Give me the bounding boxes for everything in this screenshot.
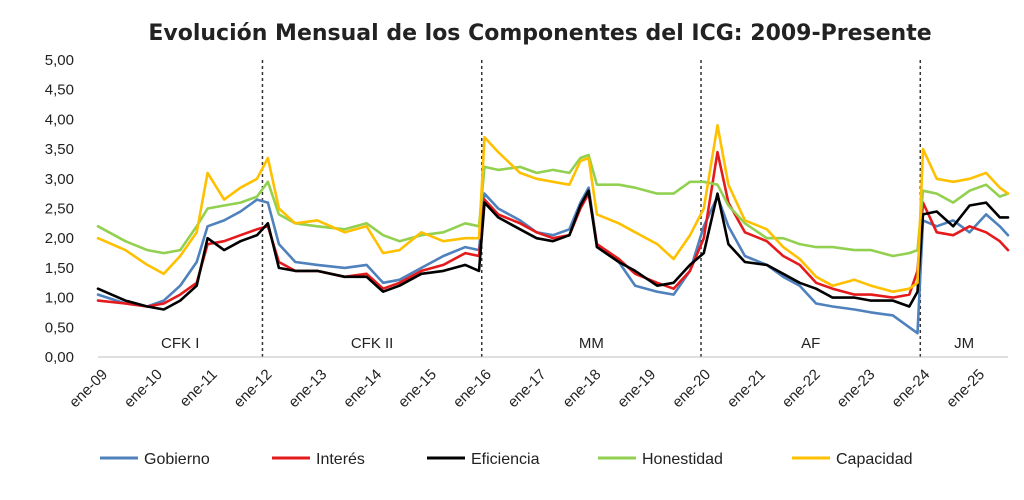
period-dividers — [261, 60, 922, 357]
x-tick-label: ene-18 — [559, 366, 604, 411]
series-line-capacidad — [96, 124, 1010, 293]
y-tick-label: 1,00 — [45, 290, 74, 307]
period-label: JM — [954, 335, 974, 352]
chart-title: Evolución Mensual de los Componentes del… — [148, 21, 931, 46]
y-tick-label: 2,50 — [45, 201, 74, 218]
series-line-interes — [96, 150, 1010, 308]
x-tick-label: ene-09 — [66, 366, 111, 411]
x-tick-label: ene-13 — [285, 366, 330, 411]
x-tick-label: ene-24 — [888, 366, 933, 411]
x-tick-label: ene-11 — [176, 366, 220, 410]
x-axis-ticks: ene-09 ene-10 ene-11 ene-12 ene-13 ene-14 ene-… — [66, 366, 988, 411]
period-labels: CFK I CFK II MM AF JM — [161, 335, 974, 352]
period-label: CFK II — [351, 335, 394, 352]
legend-label: Eficiencia — [471, 451, 540, 468]
x-tick-label: ene-25 — [943, 366, 988, 411]
legend-label: Honestidad — [642, 451, 723, 468]
period-label: AF — [801, 335, 820, 352]
y-axis-ticks: 0,00 0,50 1,00 1,50 2,00 2,50 3,00 3,50 4,00 4,50… — [45, 52, 74, 366]
legend: Gobierno Interés Eficiencia Honestidad Capac… — [100, 451, 913, 468]
period-label: MM — [579, 335, 604, 352]
series-line-eficiencia — [96, 189, 1010, 311]
x-tick-label: ene-12 — [230, 366, 275, 411]
series-line-honestidad — [96, 153, 1010, 258]
series-lines — [96, 124, 1010, 335]
y-tick-label: 1,50 — [45, 260, 74, 277]
x-tick-label: ene-22 — [779, 366, 824, 411]
period-label: CFK I — [161, 335, 199, 352]
y-tick-label: 0,50 — [45, 319, 74, 336]
x-tick-label: ene-21 — [724, 366, 769, 411]
y-tick-label: 4,00 — [45, 111, 74, 128]
x-tick-label: ene-19 — [614, 366, 659, 411]
y-tick-label: 0,00 — [45, 349, 74, 366]
x-tick-label: ene-15 — [395, 366, 440, 411]
legend-label: Capacidad — [836, 451, 913, 468]
x-tick-label: ene-17 — [505, 366, 550, 411]
y-tick-label: 2,00 — [45, 230, 74, 247]
legend-label: Gobierno — [144, 451, 210, 468]
y-tick-label: 4,50 — [45, 82, 74, 99]
x-tick-label: ene-20 — [669, 366, 714, 411]
legend-label: Interés — [316, 451, 365, 468]
y-tick-label: 5,00 — [45, 52, 74, 69]
x-tick-label: ene-14 — [340, 366, 385, 411]
x-tick-label: ene-10 — [121, 366, 166, 411]
x-tick-label: ene-16 — [450, 366, 495, 411]
series-line-gobierno — [96, 186, 1010, 335]
y-tick-label: 3,50 — [45, 141, 74, 158]
y-tick-label: 3,00 — [45, 171, 74, 188]
x-tick-label: ene-23 — [833, 366, 878, 411]
